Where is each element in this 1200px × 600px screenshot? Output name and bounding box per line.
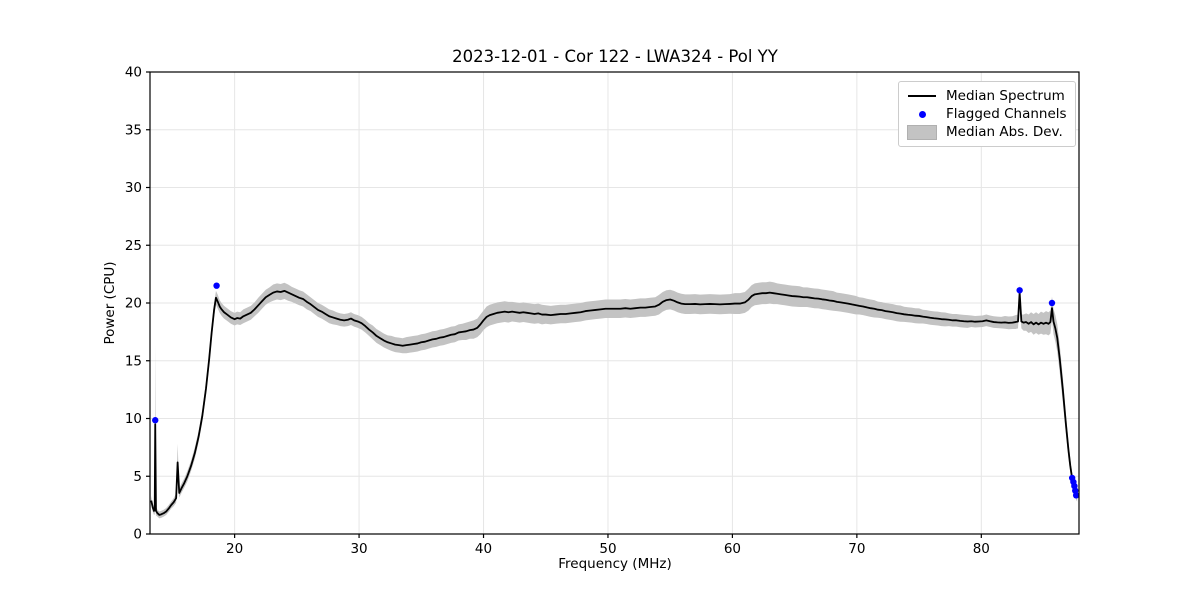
legend-label: Median Abs. Dev. [946,124,1063,140]
legend-item-median-abs-dev: Median Abs. Dev. [907,123,1067,141]
plot-title: 2023-12-01 - Cor 122 - LWA324 - Pol YY [452,47,778,66]
x-tick-label: 60 [724,541,741,557]
y-tick-label: 5 [133,469,142,485]
legend-item-median-spectrum: Median Spectrum [907,87,1067,105]
mad-band [151,281,1078,519]
flagged-channel-point [1016,287,1023,294]
y-tick-label: 15 [125,353,142,369]
legend-label: Median Spectrum [946,88,1065,104]
x-tick-label: 80 [973,541,990,557]
x-tick-label: 30 [350,541,367,557]
median-abs-dev-patch-icon [907,124,937,140]
median-spectrum-line-icon [907,95,937,97]
x-tick-label: 20 [226,541,243,557]
legend: Median Spectrum Flagged Channels Median … [898,81,1076,147]
y-tick-label: 40 [125,65,142,81]
y-tick-label: 35 [125,122,142,138]
y-axis-label: Power (CPU) [102,261,118,345]
x-tick-label: 50 [599,541,616,557]
y-tick-label: 25 [125,238,142,254]
flagged-channel-point [213,282,220,289]
legend-item-flagged-channels: Flagged Channels [907,105,1067,123]
flagged-channel-point [1048,299,1056,307]
x-tick-label: 70 [848,541,865,557]
flagged-channel-point [152,417,159,424]
x-axis-label: Frequency (MHz) [558,556,672,572]
x-tick-label: 40 [475,541,492,557]
flagged-channels-dot-icon [907,110,937,118]
y-tick-label: 20 [125,296,142,312]
y-tick-label: 0 [133,527,142,543]
y-tick-label: 10 [125,411,142,427]
y-tick-label: 30 [125,180,142,196]
legend-label: Flagged Channels [946,106,1067,122]
flagged-channel-point [1072,492,1080,499]
median-spectrum-line [150,289,1078,516]
